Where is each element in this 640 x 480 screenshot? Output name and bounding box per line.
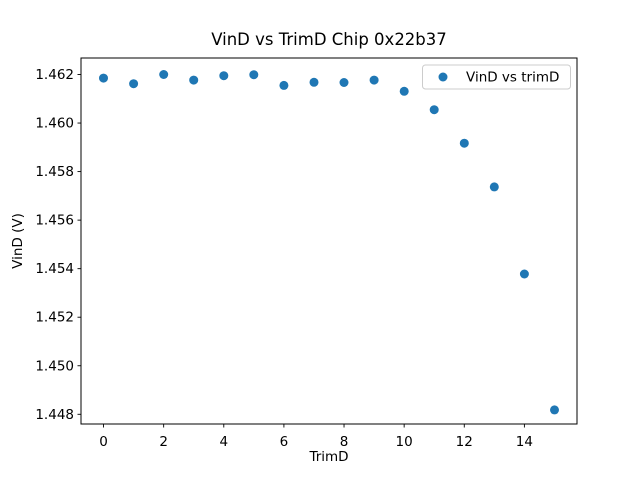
data-point xyxy=(399,86,409,96)
x-tick-label: 6 xyxy=(280,434,289,450)
data-point xyxy=(519,269,529,279)
y-tick-label: 1.460 xyxy=(35,116,74,132)
data-point xyxy=(279,80,289,90)
x-tick-label: 14 xyxy=(516,434,533,450)
x-tick-label: 8 xyxy=(340,434,349,450)
axis-ticks: 0 2 4 6 8 10 12 14 1.448 1.450 1.452 1.454 1.456 1.45… xyxy=(35,67,533,450)
x-tick-label: 12 xyxy=(456,434,473,450)
y-tick-label: 1.450 xyxy=(35,358,74,374)
x-axis-label: TrimD xyxy=(308,449,348,465)
data-point xyxy=(219,71,229,81)
x-tick-label: 0 xyxy=(99,434,108,450)
y-tick-label: 1.452 xyxy=(35,310,74,326)
y-tick-label: 1.458 xyxy=(35,164,74,180)
plot-area-border xyxy=(80,57,578,425)
data-point xyxy=(369,75,379,85)
data-point xyxy=(309,77,319,87)
chart-title: VinD vs TrimD Chip 0x22b37 xyxy=(211,30,447,49)
data-point xyxy=(550,405,559,415)
legend-marker-icon xyxy=(438,72,448,82)
data-point xyxy=(99,73,108,83)
data-point xyxy=(339,78,349,87)
data-point xyxy=(129,79,139,89)
y-tick-label: 1.462 xyxy=(35,67,74,83)
data-point xyxy=(459,138,469,148)
y-tick-label: 1.448 xyxy=(35,407,74,423)
scatter-points xyxy=(99,70,559,415)
legend-label: VinD vs trimD xyxy=(466,70,559,86)
x-tick-label: 10 xyxy=(396,434,413,450)
data-point xyxy=(489,182,499,192)
y-tick-label: 1.454 xyxy=(35,261,74,277)
legend-box xyxy=(422,64,571,90)
data-point xyxy=(159,70,169,79)
x-tick-label: 4 xyxy=(219,434,228,450)
x-tick-label: 2 xyxy=(159,434,168,450)
legend: VinD vs trimD xyxy=(422,64,571,90)
data-point xyxy=(429,105,439,115)
data-point xyxy=(249,70,259,80)
y-axis-label: VinD (V) xyxy=(10,213,26,269)
y-tick-label: 1.456 xyxy=(35,213,74,229)
data-point xyxy=(189,75,199,85)
